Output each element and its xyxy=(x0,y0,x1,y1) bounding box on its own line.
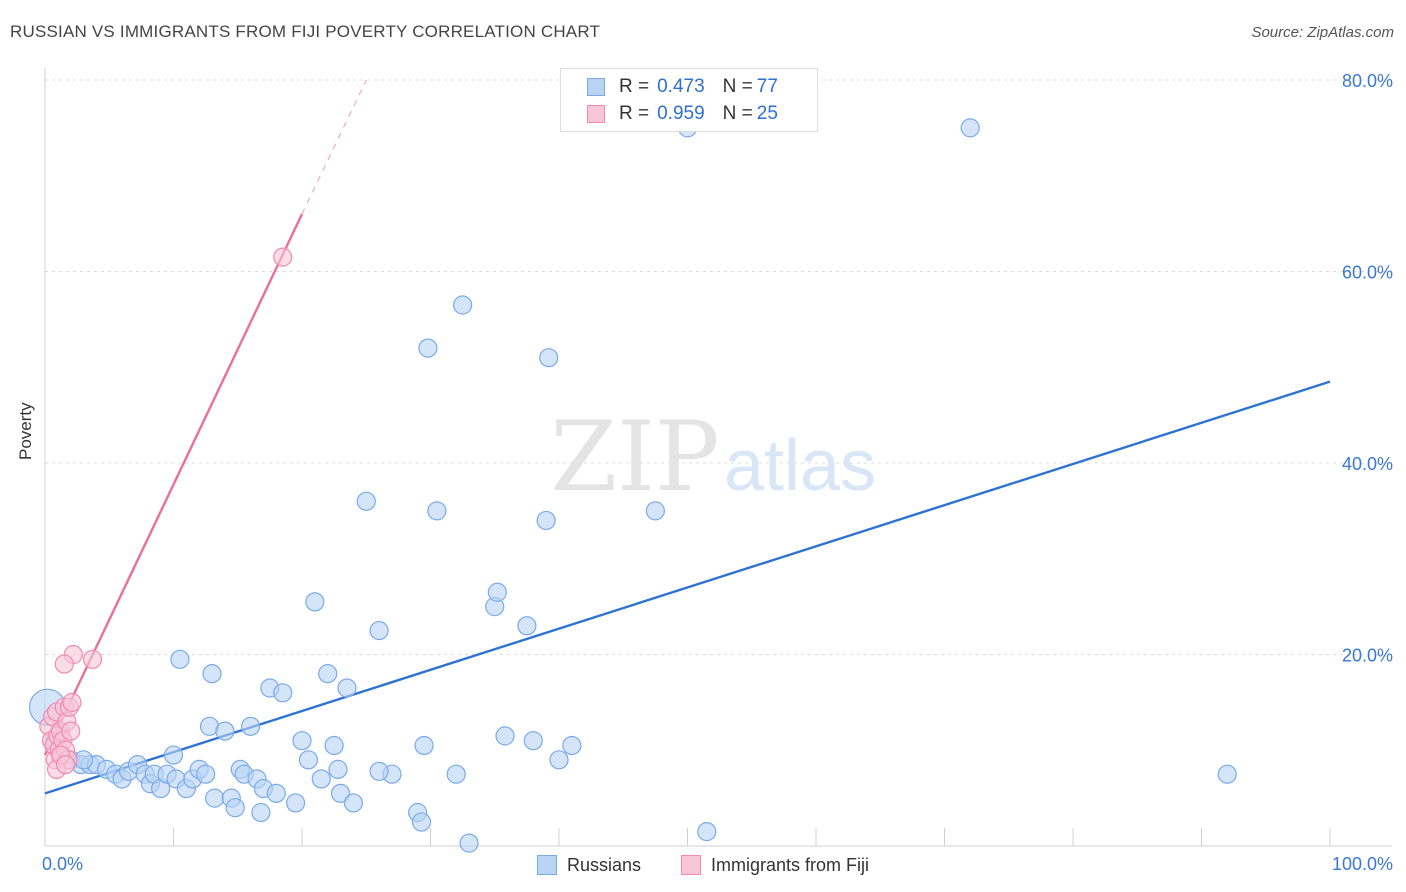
russians-point xyxy=(205,788,225,808)
russians-point xyxy=(215,721,235,741)
fiji-trend-extension xyxy=(301,79,367,215)
fiji-legend-swatch xyxy=(681,855,701,875)
russians-point xyxy=(298,750,319,770)
russians-point xyxy=(337,678,357,698)
data-points xyxy=(28,118,1237,853)
stats-row-fiji: R = 0.959 N = 25 xyxy=(587,101,778,127)
fiji-point xyxy=(82,649,103,669)
r-label: R = xyxy=(619,76,650,97)
russians-point xyxy=(414,735,434,756)
russians-point xyxy=(459,833,479,853)
chart-title: RUSSIAN VS IMMIGRANTS FROM FIJI POVERTY … xyxy=(10,22,601,41)
russians-point xyxy=(225,798,245,818)
fiji-swatch xyxy=(587,105,605,123)
russians-point xyxy=(1217,764,1237,784)
russians-point xyxy=(241,716,261,736)
tick-labels: 20.0% 40.0% 60.0% 80.0% 0.0% 100.0% xyxy=(42,71,1393,874)
fiji-point xyxy=(62,692,82,712)
russians-point xyxy=(251,802,271,823)
r-label: R = xyxy=(619,103,650,124)
russians-point xyxy=(266,783,286,803)
russians-point xyxy=(356,491,376,511)
russians-point xyxy=(328,759,348,780)
russians-point xyxy=(453,295,473,315)
russians-point xyxy=(285,793,306,813)
legend-item-russians[interactable]: Russians xyxy=(536,854,641,876)
n-label: N = xyxy=(722,103,753,124)
y-tick-label-60: 60.0% xyxy=(1342,263,1393,283)
fiji-point xyxy=(273,247,293,267)
watermark-zip: ZIP xyxy=(550,401,719,513)
russians-point xyxy=(562,735,582,756)
russians-point xyxy=(487,582,507,602)
fiji-point xyxy=(55,755,76,775)
russians-point xyxy=(311,769,331,789)
russians-point xyxy=(369,761,389,781)
x-tick-label-0: 0.0% xyxy=(42,854,83,874)
fiji-point xyxy=(54,654,74,674)
y-tick-label-40: 40.0% xyxy=(1342,454,1393,474)
n-value: 77 xyxy=(756,76,778,97)
stats-legend: R = 0.473 N = 77 R = 0.959 N = 25 xyxy=(560,68,818,132)
russians-point xyxy=(517,616,537,636)
russians-point xyxy=(196,764,216,784)
y-axis-label: Poverty xyxy=(16,402,35,460)
fiji-trend-line xyxy=(43,213,304,756)
r-value: 0.959 xyxy=(657,103,705,124)
russians-point xyxy=(292,731,312,751)
stats-row-russians: R = 0.473 N = 77 xyxy=(587,74,778,100)
series-legend: Russians Immigrants from Fiji xyxy=(0,852,1406,878)
watermark: ZIP atlas xyxy=(550,401,876,513)
watermark-atlas: atlas xyxy=(724,426,876,506)
russians-point xyxy=(163,745,184,765)
russians-point xyxy=(411,812,432,832)
russians-point xyxy=(170,649,190,669)
russians-point xyxy=(343,793,363,813)
n-label: N = xyxy=(722,76,753,97)
russians-point xyxy=(645,501,665,521)
russians-point xyxy=(446,764,466,784)
russians-point xyxy=(324,735,344,756)
russians-point xyxy=(330,783,351,803)
russians-point xyxy=(418,338,438,358)
y-tick-label-20: 20.0% xyxy=(1342,646,1393,666)
x-tick-label-100: 100.0% xyxy=(1332,854,1393,874)
russians-point xyxy=(427,501,447,521)
y-tick-label-80: 80.0% xyxy=(1342,71,1393,91)
russians-point xyxy=(697,822,717,842)
russians-point xyxy=(273,683,293,703)
legend-item-fiji[interactable]: Immigrants from Fiji xyxy=(681,855,869,876)
legend-label-russians: Russians xyxy=(566,854,641,875)
source-label: Source: ZipAtlas.com xyxy=(1251,24,1394,41)
russians-legend-swatch xyxy=(536,855,557,875)
russians-point xyxy=(549,750,569,770)
russians-point xyxy=(369,620,389,641)
russians-point xyxy=(318,664,338,684)
russians-point xyxy=(960,118,980,138)
fiji-point xyxy=(61,721,81,741)
russians-point xyxy=(539,348,559,368)
russians-point xyxy=(305,592,325,612)
russians-point xyxy=(202,664,222,684)
russians-point xyxy=(536,510,556,531)
russians-swatch xyxy=(587,78,605,96)
grid-lines xyxy=(45,79,1392,655)
legend-label-fiji: Immigrants from Fiji xyxy=(711,854,870,875)
n-value: 25 xyxy=(756,103,778,124)
r-value: 0.473 xyxy=(657,76,705,97)
russians-point xyxy=(495,726,515,746)
russians-point xyxy=(523,731,543,751)
